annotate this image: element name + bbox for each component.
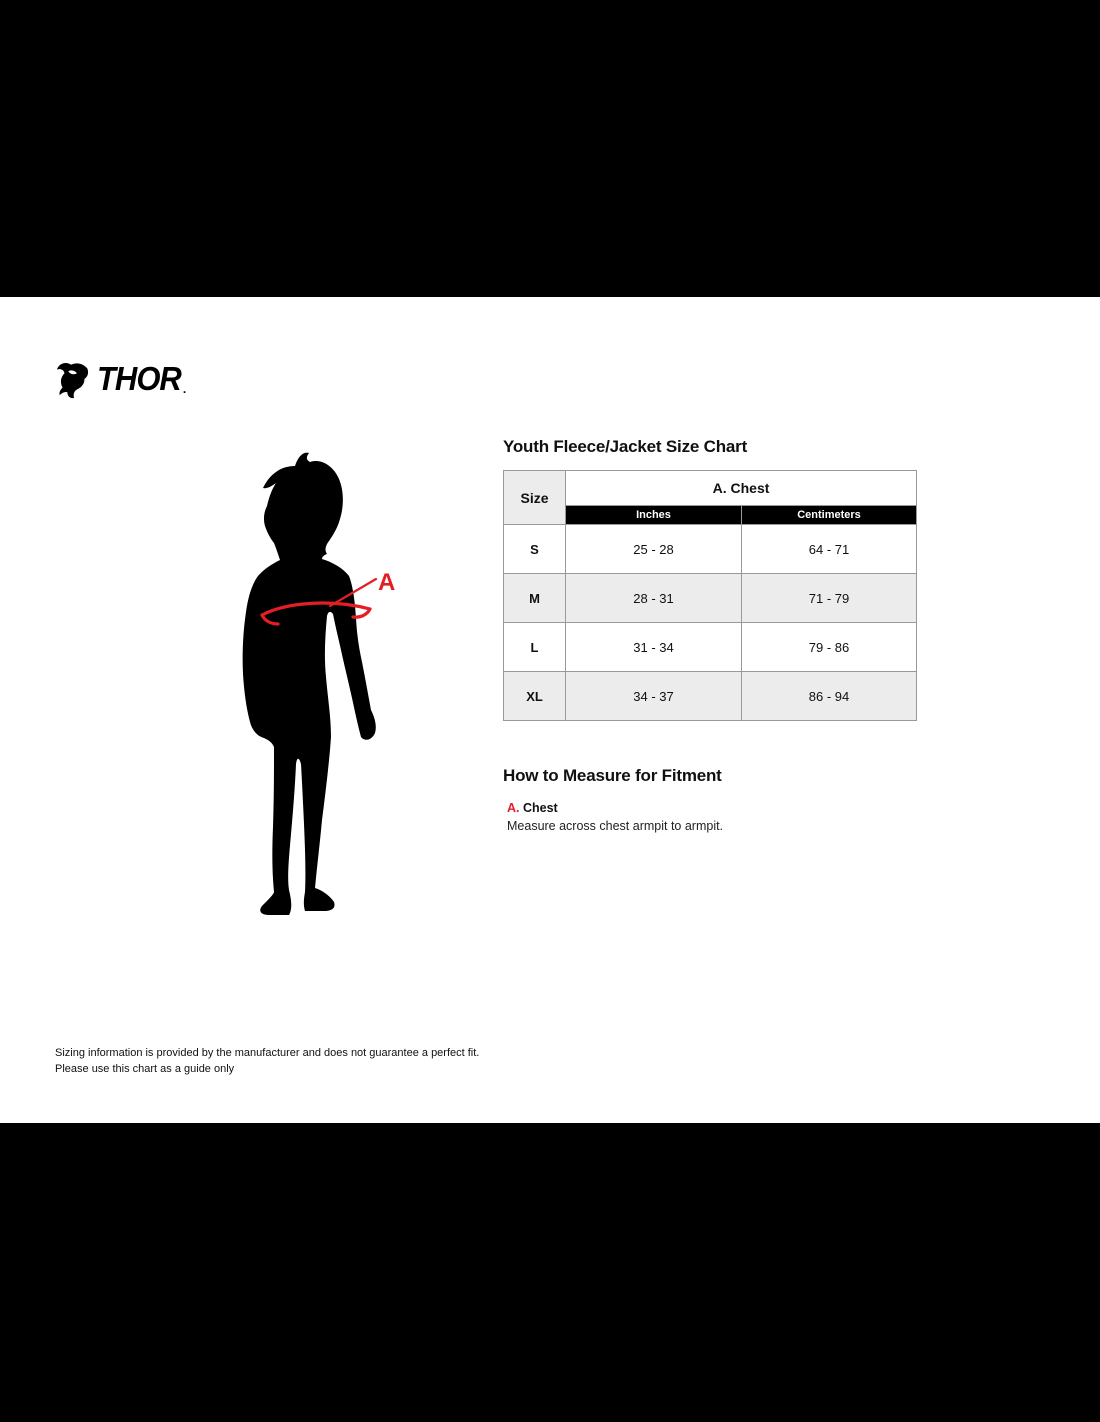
cm-value: 79 - 86: [740, 622, 918, 672]
cm-value: 86 - 94: [740, 671, 918, 721]
inches-value: 34 - 37: [565, 671, 742, 721]
size-chart-panel: Youth Fleece/Jacket Size Chart Size A. C…: [503, 437, 918, 833]
disclaimer-note: Sizing information is provided by the ma…: [55, 1046, 479, 1078]
child-silhouette-shape: [242, 452, 376, 915]
size-value: XL: [503, 671, 566, 721]
size-value: S: [503, 524, 566, 574]
measure-item-chest: A. Chest Measure across chest armpit to …: [507, 801, 916, 833]
inches-value: 25 - 28: [565, 524, 742, 574]
measure-item-letter: A.: [507, 801, 520, 815]
measure-item-name: Chest: [522, 801, 558, 815]
cm-value: 71 - 79: [740, 573, 918, 623]
top-black-band: [0, 0, 1100, 297]
table-row-xl: XL 34 - 37 86 - 94: [503, 671, 918, 721]
chest-label-a: A: [378, 569, 395, 596]
disclaimer-line-2: Please use this chart as a guide only: [55, 1062, 235, 1075]
how-to-measure-section: How to Measure for Fitment A. Chest Meas…: [503, 766, 916, 833]
chest-tape-arc: [260, 601, 372, 617]
column-header-inches: Inches: [565, 505, 742, 525]
inches-value: 28 - 31: [565, 573, 742, 623]
inches-value: 31 - 34: [565, 622, 742, 672]
thor-logo-dot: .: [182, 382, 187, 396]
bottom-black-band: [0, 1123, 1100, 1422]
cm-value: 64 - 71: [740, 524, 918, 574]
disclaimer-line-1: Sizing information is provided by the ma…: [55, 1047, 480, 1059]
column-header-size: Size: [503, 470, 566, 525]
thor-logo-text: THOR: [97, 359, 182, 398]
size-value: L: [503, 622, 566, 672]
thor-goat-head-icon: [55, 358, 93, 400]
size-chart-table: Size A. Chest Inches Centimeters S 25 - …: [503, 470, 918, 721]
size-value: M: [503, 573, 566, 623]
size-chart-title: Youth Fleece/Jacket Size Chart: [503, 437, 748, 456]
tape-right-hook: [351, 607, 372, 619]
table-row-m: M 28 - 31 71 - 79: [503, 573, 918, 623]
column-header-chest: A. Chest: [564, 470, 918, 506]
thor-logo: THOR .: [55, 358, 186, 400]
table-row-s: S 25 - 28 64 - 71: [503, 524, 918, 574]
measure-item-label: A. Chest: [507, 801, 916, 815]
tape-left-hook: [260, 613, 280, 626]
chest-measure-annotation: [260, 577, 378, 626]
how-to-measure-title: How to Measure for Fitment: [503, 766, 722, 785]
label-pointer-line: [328, 577, 378, 608]
measure-item-description: Measure across chest armpit to armpit.: [507, 819, 724, 833]
youth-silhouette-figure: A: [212, 442, 432, 962]
column-header-centimeters: Centimeters: [740, 505, 918, 525]
table-row-l: L 31 - 34 79 - 86: [503, 622, 918, 672]
